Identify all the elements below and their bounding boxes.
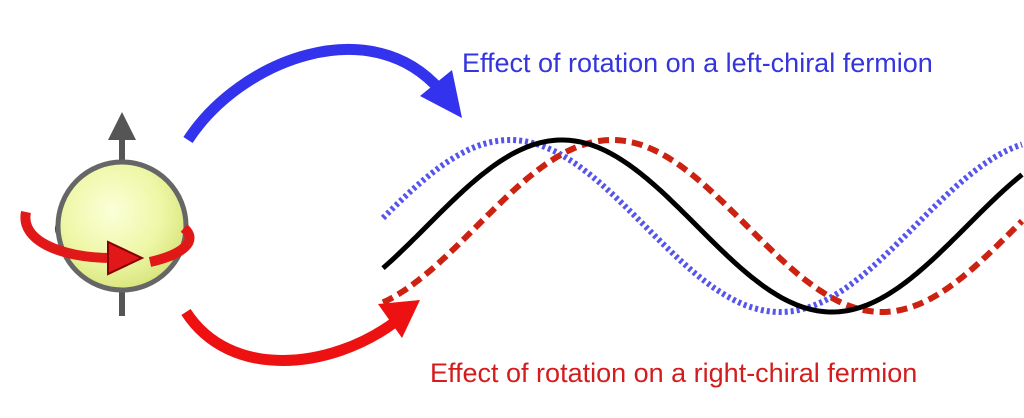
- particle-sphere: [55, 159, 189, 293]
- right-arrow: [181, 308, 399, 366]
- left-arrowhead: [420, 70, 462, 118]
- rotation-ring-front: [148, 224, 195, 267]
- spin-arrowhead: [108, 112, 136, 140]
- rotation-ring-front: [20, 210, 113, 263]
- left-label: Effect of rotation on a left-chiral ferm…: [462, 48, 933, 78]
- left-chiral-wave: [380, 137, 1023, 315]
- reference-wave: [381, 137, 1024, 315]
- rotation-arrowhead: [107, 240, 145, 276]
- right-chiral-wave: [381, 137, 1024, 315]
- left-arrow: [183, 44, 445, 144]
- right-arrowhead: [378, 300, 420, 338]
- right-label: Effect of rotation on a right-chiral fer…: [430, 358, 917, 388]
